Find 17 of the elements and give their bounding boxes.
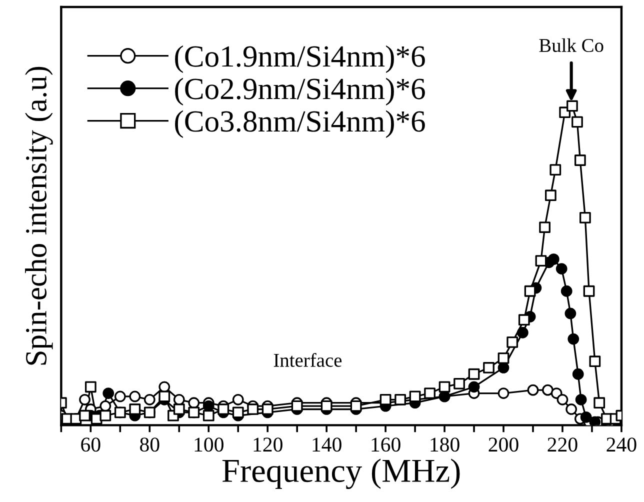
x-tick-label: 200 [488, 438, 518, 452]
legend-label: (Co3.8nm/Si4nm)*6 [175, 110, 425, 138]
x-tick-label: 80 [140, 438, 160, 452]
y-axis-title: Spin-echo intensity (a.u) [25, 66, 53, 365]
annotation: Interface [274, 353, 342, 367]
legend-label: (Co2.9nm/Si4nm)*6 [175, 78, 425, 106]
x-tick-label: 100 [194, 438, 224, 452]
x-tick-label: 120 [254, 438, 282, 452]
x-tick-label: 140 [312, 438, 342, 452]
x-tick-label: 160 [372, 438, 400, 452]
x-tick-label: 180 [430, 438, 460, 452]
x-tick-label: 240 [606, 438, 636, 452]
legend-label: (Co1.9nm/Si4nm)*6 [175, 45, 425, 74]
x-axis-title: Frequency (MHz) [222, 458, 460, 489]
x-tick-label: 60 [81, 438, 100, 452]
x-tick-label: 220 [548, 438, 578, 452]
annotation: Bulk Co [539, 38, 604, 52]
